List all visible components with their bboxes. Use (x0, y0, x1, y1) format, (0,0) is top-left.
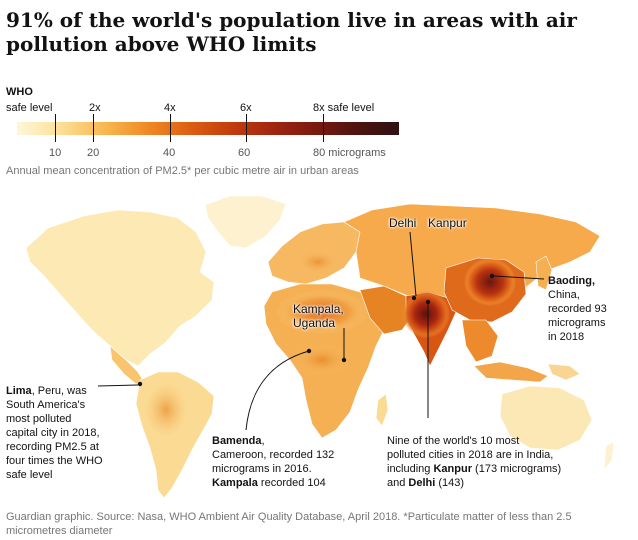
legend-value-60: 60 (238, 147, 251, 159)
baoding-marker (489, 273, 495, 279)
delhi-leader-line (409, 231, 417, 297)
legend-8x-label: 8x safe level (313, 102, 375, 114)
lima-annotation-line: , Peru, was (31, 385, 87, 397)
bamenda-city-name: Bamenda (212, 435, 262, 447)
india-annotation-text: and (387, 477, 409, 489)
bamenda-annotation-line: micrograms in 2016. (212, 463, 312, 475)
india-annotation-text: including (387, 463, 434, 475)
color-scale-ramp (17, 122, 399, 135)
map-subtitle: Annual mean concentration of PM2.5* per … (6, 165, 359, 177)
bamenda-comma: , (261, 435, 265, 447)
legend-tick-40 (170, 114, 171, 142)
source-footer: Guardian graphic. Source: Nasa, WHO Ambi… (6, 511, 572, 537)
lima-annotation-line: recording PM2.5 at (6, 441, 99, 453)
kanpur-city-name: Kanpur (433, 463, 472, 475)
india-annotation-line: Nine of the world's 10 most (387, 435, 520, 447)
baoding-annotation-line: recorded 93 (548, 303, 607, 315)
baoding-annotation-line: in 2018 (548, 331, 585, 343)
kampala-label-line1: Kampala, (293, 302, 344, 316)
legend-value-20: 20 (87, 147, 100, 159)
asia-landmass (343, 203, 601, 313)
lima-marker (137, 381, 143, 387)
bamenda-leader-line (245, 350, 310, 431)
delhi-marker (411, 295, 417, 301)
delhi-city-name: Delhi (408, 477, 436, 489)
kampala-city-name: Kampala (212, 477, 258, 489)
page-title: 91% of the world's population live in ar… (6, 8, 577, 56)
kanpur-label: Kanpur (428, 216, 467, 230)
india-annotation-line: polluted cities in 2018 are in India, (387, 449, 554, 461)
lima-annotation-line: South America's (6, 399, 86, 411)
legend-tick-20 (93, 114, 94, 142)
bamenda-annotation-line: recorded 104 (257, 477, 326, 489)
india-annotation: Nine of the world's 10 most polluted cit… (387, 434, 561, 490)
baoding-city-name: Baoding, (548, 275, 596, 287)
legend-value-40: 40 (163, 147, 176, 159)
baoding-annotation-line: micrograms (548, 317, 606, 329)
lima-annotation-line: capital city in 2018, (6, 427, 100, 439)
lima-leader-line (97, 384, 139, 387)
india-annotation-text: (173 micrograms) (471, 463, 562, 475)
baoding-annotation-line: China, (548, 289, 580, 301)
legend-value-80: 80 micrograms (313, 147, 386, 159)
legend-who-label: WHO (6, 86, 33, 98)
new-zealand-landmass (603, 441, 615, 471)
legend-tick-80 (323, 114, 324, 142)
legend-2x-label: 2x (89, 102, 101, 114)
madagascar-landmass (375, 393, 389, 427)
baoding-leader-line (493, 275, 545, 280)
bamenda-annotation-line: Cameroon, recorded 132 (212, 449, 335, 461)
legend-4x-label: 4x (164, 102, 176, 114)
japan-landmass (535, 255, 553, 291)
legend-value-10: 10 (49, 147, 62, 159)
kampala-label-line2: Uganda (293, 316, 336, 330)
north-america-landmass (25, 209, 215, 367)
lima-annotation-line: four times the WHO (6, 455, 103, 467)
lima-city-name: Lima (6, 385, 32, 397)
delhi-label: Delhi (389, 216, 417, 230)
legend-safe-level-label: safe level (6, 102, 53, 114)
world-pollution-map (25, 195, 615, 499)
lima-annotation-line: safe level (6, 469, 53, 481)
bamenda-annotation: Bamenda, Cameroon, recorded 132 microgra… (212, 434, 334, 490)
lima-annotation-line: most polluted (6, 413, 72, 425)
new-guinea-landmass (547, 363, 581, 381)
legend-tick-10 (55, 114, 56, 142)
india-annotation-text: (143) (435, 477, 465, 489)
indonesia-landmass (473, 361, 549, 383)
legend-6x-label: 6x (240, 102, 252, 114)
lima-annotation: Lima, Peru, was South America's most pol… (6, 384, 103, 482)
southeast-asia-landmass (461, 319, 499, 363)
australia-landmass (499, 385, 593, 451)
greenland-landmass (204, 195, 287, 249)
baoding-annotation: Baoding, China, recorded 93 micrograms i… (548, 274, 607, 344)
legend-tick-60 (246, 114, 247, 142)
